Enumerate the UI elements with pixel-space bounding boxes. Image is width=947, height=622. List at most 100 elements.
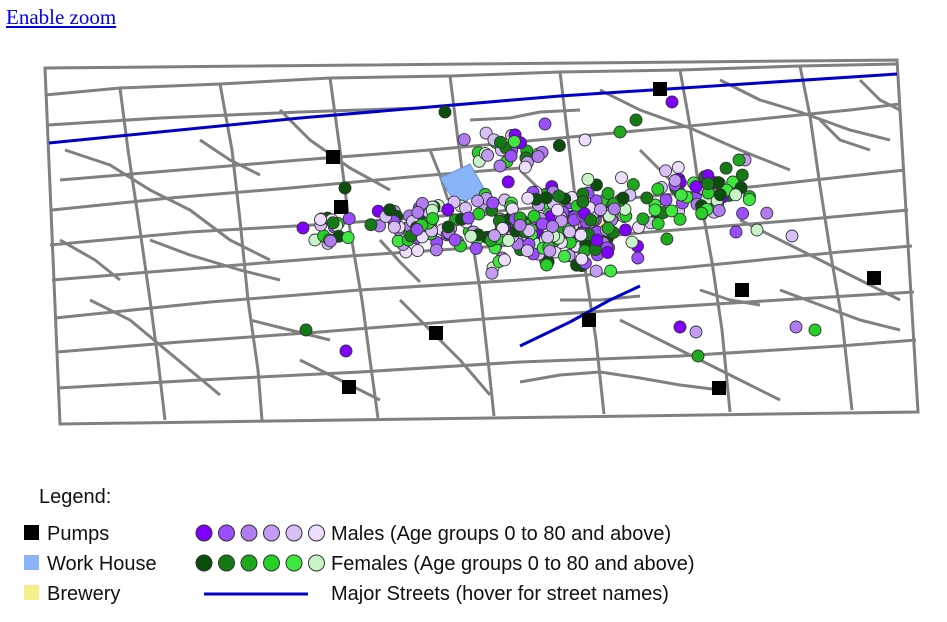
- female-death-marker[interactable]: [540, 258, 554, 272]
- male-death-marker[interactable]: [486, 196, 500, 210]
- male-death-marker[interactable]: [668, 174, 682, 187]
- female-death-marker[interactable]: [326, 216, 340, 230]
- female-death-marker[interactable]: [383, 203, 397, 217]
- female-death-marker[interactable]: [616, 191, 630, 205]
- female-death-marker[interactable]: [660, 232, 674, 246]
- enable-zoom-link[interactable]: Enable zoom: [6, 5, 117, 29]
- male-death-marker[interactable]: [712, 204, 726, 217]
- pump-marker[interactable]: [712, 381, 726, 395]
- male-death-marker[interactable]: [665, 95, 679, 109]
- female-death-marker[interactable]: [651, 182, 665, 196]
- male-death-marker[interactable]: [324, 234, 337, 248]
- female-death-marker[interactable]: [464, 229, 478, 243]
- male-death-marker[interactable]: [410, 223, 424, 236]
- male-death-marker[interactable]: [296, 221, 310, 235]
- pump-marker[interactable]: [429, 326, 443, 340]
- female-death-marker[interactable]: [576, 195, 590, 209]
- female-death-marker[interactable]: [629, 113, 643, 127]
- male-death-marker[interactable]: [601, 246, 615, 259]
- female-death-marker[interactable]: [441, 220, 455, 234]
- pump-marker[interactable]: [735, 283, 749, 297]
- male-death-marker[interactable]: [498, 253, 511, 267]
- female-death-marker[interactable]: [713, 188, 727, 202]
- male-death-marker[interactable]: [501, 175, 515, 189]
- male-death-marker[interactable]: [607, 202, 621, 216]
- female-death-marker[interactable]: [742, 193, 756, 207]
- female-death-marker[interactable]: [674, 188, 688, 202]
- male-death-marker[interactable]: [481, 148, 495, 162]
- male-death-marker[interactable]: [520, 244, 534, 258]
- female-death-marker[interactable]: [557, 249, 571, 263]
- pump-marker[interactable]: [867, 271, 881, 285]
- male-death-marker[interactable]: [411, 205, 425, 219]
- male-death-marker[interactable]: [518, 160, 532, 174]
- female-death-marker[interactable]: [636, 212, 650, 226]
- female-death-marker[interactable]: [581, 172, 595, 186]
- male-death-marker[interactable]: [659, 193, 673, 207]
- female-death-marker[interactable]: [507, 135, 521, 148]
- male-death-marker[interactable]: [457, 133, 471, 147]
- female-death-marker[interactable]: [808, 323, 822, 337]
- male-death-marker[interactable]: [471, 194, 485, 208]
- female-death-marker[interactable]: [640, 191, 654, 205]
- male-death-marker[interactable]: [496, 221, 510, 235]
- female-death-marker[interactable]: [438, 105, 452, 119]
- male-death-marker[interactable]: [671, 161, 685, 174]
- female-death-marker[interactable]: [552, 189, 566, 203]
- male-death-marker[interactable]: [574, 228, 588, 242]
- female-death-marker[interactable]: [604, 264, 618, 278]
- pumps[interactable]: [326, 82, 881, 395]
- male-death-marker[interactable]: [314, 213, 327, 226]
- male-death-marker[interactable]: [487, 229, 501, 242]
- male-death-marker[interactable]: [339, 344, 353, 358]
- male-death-marker[interactable]: [504, 149, 518, 163]
- pump-marker[interactable]: [334, 200, 348, 214]
- male-death-marker[interactable]: [590, 233, 604, 247]
- death-markers[interactable]: [296, 95, 822, 363]
- male-death-marker[interactable]: [760, 206, 774, 220]
- female-death-marker[interactable]: [651, 217, 665, 231]
- major-street[interactable]: [48, 72, 898, 145]
- male-death-marker[interactable]: [546, 220, 559, 234]
- male-death-marker[interactable]: [673, 320, 687, 334]
- male-death-marker[interactable]: [689, 325, 703, 339]
- male-death-marker[interactable]: [575, 252, 589, 266]
- male-death-marker[interactable]: [521, 191, 535, 205]
- male-death-marker[interactable]: [578, 133, 592, 147]
- female-death-marker[interactable]: [701, 177, 715, 191]
- pump-marker[interactable]: [582, 313, 596, 327]
- male-death-marker[interactable]: [429, 243, 443, 257]
- female-death-marker[interactable]: [613, 125, 627, 139]
- male-death-marker[interactable]: [543, 244, 557, 258]
- female-death-marker[interactable]: [552, 139, 566, 153]
- female-death-marker[interactable]: [691, 349, 705, 363]
- female-death-marker[interactable]: [719, 161, 733, 175]
- male-death-marker[interactable]: [448, 233, 462, 247]
- male-death-marker[interactable]: [551, 203, 564, 217]
- pump-marker[interactable]: [326, 150, 340, 164]
- female-death-marker[interactable]: [494, 135, 507, 149]
- female-death-marker[interactable]: [501, 233, 515, 247]
- female-death-marker[interactable]: [732, 153, 746, 167]
- male-death-marker[interactable]: [563, 225, 577, 239]
- male-death-marker[interactable]: [615, 171, 628, 185]
- female-death-marker[interactable]: [625, 235, 639, 249]
- female-death-marker[interactable]: [584, 213, 598, 227]
- female-death-marker[interactable]: [695, 206, 709, 220]
- female-death-marker[interactable]: [729, 188, 743, 202]
- female-death-marker[interactable]: [299, 323, 313, 337]
- male-death-marker[interactable]: [594, 203, 607, 217]
- male-death-marker[interactable]: [789, 320, 803, 334]
- male-death-marker[interactable]: [785, 229, 799, 243]
- male-death-marker[interactable]: [342, 212, 356, 226]
- male-death-marker[interactable]: [619, 223, 632, 237]
- male-death-marker[interactable]: [729, 225, 743, 239]
- female-death-marker[interactable]: [341, 231, 355, 245]
- male-death-marker[interactable]: [631, 251, 645, 265]
- male-death-marker[interactable]: [736, 206, 750, 220]
- female-death-marker[interactable]: [665, 204, 679, 218]
- female-death-marker[interactable]: [601, 187, 615, 200]
- male-death-marker[interactable]: [493, 159, 507, 173]
- female-death-marker[interactable]: [426, 212, 440, 226]
